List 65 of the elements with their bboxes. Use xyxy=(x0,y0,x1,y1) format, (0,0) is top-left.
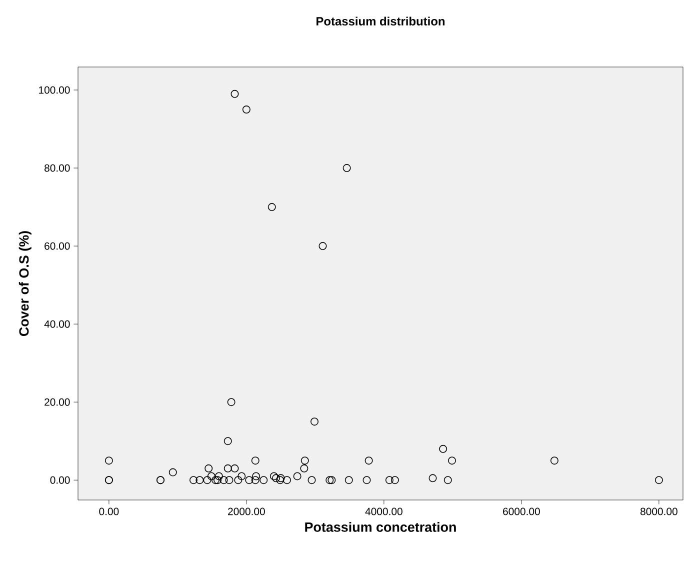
point xyxy=(220,476,228,484)
y-tick-label: 40.00 xyxy=(44,320,70,328)
point xyxy=(251,476,260,484)
point xyxy=(212,476,220,484)
point xyxy=(276,474,285,482)
y-axis-title: Cover of O.S (%) xyxy=(18,231,32,336)
point xyxy=(550,456,558,465)
point xyxy=(385,476,394,484)
point xyxy=(251,456,260,465)
point xyxy=(328,476,336,484)
point xyxy=(234,476,242,484)
point xyxy=(230,90,239,98)
point xyxy=(364,456,373,465)
y-tick-label: 20.00 xyxy=(44,398,70,406)
point xyxy=(300,464,308,472)
point xyxy=(242,106,250,114)
y-tick-label: 80.00 xyxy=(44,164,70,172)
x-tick-label: 6000.00 xyxy=(503,508,540,516)
point xyxy=(190,476,198,484)
point xyxy=(326,476,334,484)
point xyxy=(444,476,452,484)
point xyxy=(439,444,448,453)
point xyxy=(168,468,177,476)
point xyxy=(300,456,309,465)
point xyxy=(318,242,327,250)
point xyxy=(230,464,239,472)
x-tick-label: 4000.00 xyxy=(365,508,402,516)
point xyxy=(308,476,316,484)
x-tick-label: 2000.00 xyxy=(228,508,265,516)
point xyxy=(344,476,353,484)
point xyxy=(428,474,437,482)
chart-title: Potassium distribution xyxy=(316,16,445,26)
point xyxy=(270,472,278,480)
point xyxy=(238,472,246,480)
y-tick-label: 60.00 xyxy=(44,242,70,250)
point xyxy=(104,456,113,465)
point xyxy=(342,164,351,172)
x-axis-title: Potassium concetration xyxy=(305,522,456,532)
point xyxy=(214,476,222,484)
point xyxy=(204,464,213,472)
point xyxy=(260,476,268,484)
point xyxy=(272,474,280,482)
point xyxy=(224,464,232,472)
y-tick-label: 0.00 xyxy=(50,476,70,484)
point xyxy=(203,476,212,484)
point xyxy=(268,203,276,212)
point xyxy=(225,476,234,484)
point xyxy=(227,398,236,406)
point xyxy=(362,476,371,484)
point xyxy=(283,476,291,484)
point xyxy=(276,476,284,484)
point xyxy=(654,476,663,484)
point xyxy=(214,472,223,480)
x-tick-label: 8000.00 xyxy=(640,508,678,516)
point xyxy=(310,418,318,426)
point xyxy=(196,476,204,484)
point xyxy=(390,476,399,484)
point xyxy=(207,472,216,480)
point xyxy=(224,437,232,446)
point xyxy=(245,476,254,484)
x-tick-label: 0.00 xyxy=(99,508,119,516)
y-tick-label: 100.00 xyxy=(39,86,70,94)
point xyxy=(252,472,260,480)
point xyxy=(448,456,456,465)
point xyxy=(293,472,302,480)
